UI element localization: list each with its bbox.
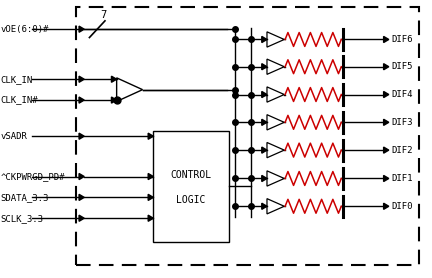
Text: DIF0: DIF0 [391,202,413,211]
Text: DIF5: DIF5 [391,62,413,71]
Text: SDATA_3.3: SDATA_3.3 [1,193,49,202]
Polygon shape [384,91,389,98]
Text: CLK_IN#: CLK_IN# [1,96,38,105]
Polygon shape [384,64,389,70]
Polygon shape [262,64,267,70]
Polygon shape [79,26,84,32]
Polygon shape [262,91,267,98]
Polygon shape [262,203,267,209]
Polygon shape [262,147,267,153]
Polygon shape [79,76,84,82]
Polygon shape [148,194,153,200]
Polygon shape [79,194,84,200]
Bar [153,131,229,242]
Polygon shape [262,36,267,43]
Text: DIF6: DIF6 [391,35,413,44]
Polygon shape [111,97,117,103]
Polygon shape [148,215,153,221]
Polygon shape [148,133,153,139]
Text: CONTROL: CONTROL [171,170,212,180]
Polygon shape [384,175,389,182]
Polygon shape [79,215,84,221]
Polygon shape [384,36,389,43]
Text: SCLK_3.3: SCLK_3.3 [1,214,44,223]
Text: 7: 7 [101,10,107,20]
Polygon shape [148,173,153,180]
Text: DIF2: DIF2 [391,146,413,155]
Polygon shape [262,175,267,182]
Polygon shape [79,97,84,103]
Text: LOGIC: LOGIC [177,195,206,205]
Text: DIF1: DIF1 [391,174,413,183]
Polygon shape [79,173,84,180]
Text: DIF3: DIF3 [391,118,413,127]
Text: vSADR: vSADR [1,132,28,141]
Polygon shape [79,133,84,139]
Polygon shape [384,119,389,125]
Polygon shape [384,203,389,209]
Polygon shape [384,147,389,153]
Polygon shape [262,119,267,125]
Text: CLK_IN: CLK_IN [1,75,33,84]
Polygon shape [111,76,117,82]
Text: vOE(6:0)#: vOE(6:0)# [1,25,49,34]
Text: DIF4: DIF4 [391,90,413,99]
Text: ^CKPWRGD_PD#: ^CKPWRGD_PD# [1,172,65,181]
